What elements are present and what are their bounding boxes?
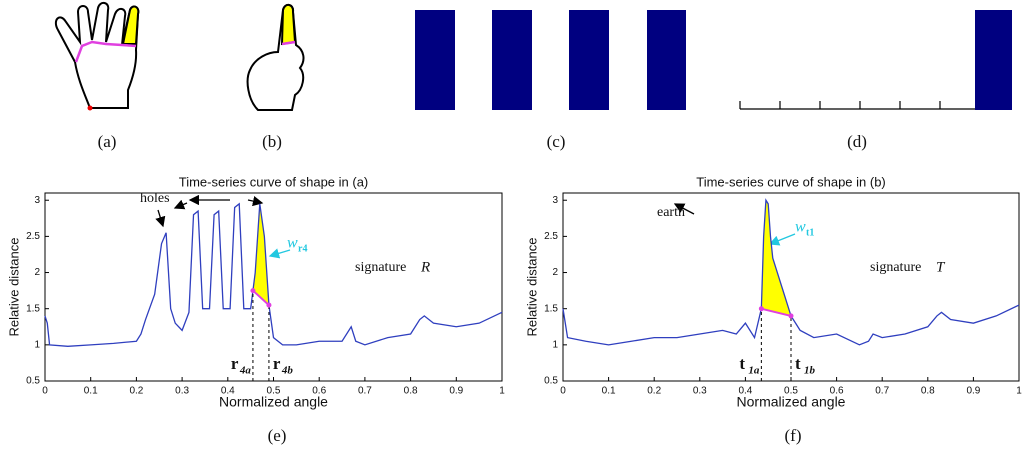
width-label: w <box>287 235 298 252</box>
x-tick-label: 0 <box>42 386 48 397</box>
marker-label-sub: 4a <box>239 365 252 377</box>
y-tick-label: 3 <box>552 195 558 206</box>
width-label-sub: r4 <box>298 243 307 254</box>
y-tick-label: 1.5 <box>544 303 558 314</box>
x-tick-label: 1 <box>1016 386 1022 397</box>
marker-point <box>250 288 256 294</box>
panel-label: (f) <box>785 426 802 445</box>
y-tick-label: 2 <box>34 267 40 278</box>
panel-label: (a) <box>98 132 117 151</box>
annotation-var: T <box>936 259 946 275</box>
y-tick-label: 1 <box>552 339 558 350</box>
x-tick-label: 0.6 <box>830 386 844 397</box>
y-axis-label: Relative distance <box>524 238 539 337</box>
y-tick-label: 0.5 <box>26 376 40 387</box>
annotation-var: R <box>420 259 430 275</box>
x-tick-label: 0.5 <box>267 386 281 397</box>
panel-label: (e) <box>268 426 287 445</box>
highlight-area <box>252 203 269 306</box>
x-tick-label: 0.1 <box>602 386 616 397</box>
marker-label-sub: 4b <box>281 365 294 377</box>
marker-label: r <box>273 354 281 373</box>
y-tick-label: 2.5 <box>26 231 40 242</box>
chart-title: Time-series curve of shape in (a) <box>179 174 369 189</box>
marker-point <box>788 313 794 319</box>
marker-point <box>266 302 272 308</box>
y-axis-label: Relative distance <box>6 238 21 337</box>
panel-label: (c) <box>547 132 566 151</box>
x-tick-label: 0.9 <box>449 386 463 397</box>
plot-frame <box>44 192 503 382</box>
panel-label: (b) <box>262 132 282 151</box>
x-tick-label: 0.3 <box>693 386 707 397</box>
x-tick-label: 0.7 <box>358 386 372 397</box>
x-tick-label: 0.4 <box>738 386 752 397</box>
annotation: earth <box>657 205 685 220</box>
y-tick-label: 2.5 <box>544 231 558 242</box>
x-axis-label: Normalized angle <box>219 394 328 410</box>
x-tick-label: 0.3 <box>175 386 189 397</box>
panel-label: (d) <box>847 132 867 151</box>
hand-b <box>246 4 305 111</box>
y-tick-label: 2 <box>552 267 558 278</box>
width-label: w <box>795 219 806 236</box>
x-tick-label: 0.4 <box>221 386 235 397</box>
x-tick-label: 0.8 <box>921 386 935 397</box>
marker-label: t <box>739 354 745 373</box>
marker-label-sub: 1b <box>804 365 816 377</box>
marker-label: t <box>795 354 801 373</box>
width-label-sub: t1 <box>806 227 814 238</box>
base-segment <box>252 289 270 306</box>
pattern-c <box>415 10 686 110</box>
x-tick-label: 0.2 <box>129 386 143 397</box>
x-tick-label: 0.5 <box>784 386 798 397</box>
series-line <box>562 198 1020 346</box>
x-tick-label: 0.7 <box>875 386 889 397</box>
x-tick-label: 0.6 <box>312 386 326 397</box>
plot-frame <box>562 192 1020 382</box>
x-tick-label: 0.1 <box>84 386 98 397</box>
chart-title: Time-series curve of shape in (b) <box>696 174 886 189</box>
y-tick-label: 0.5 <box>544 376 558 387</box>
x-tick-label: 0.8 <box>404 386 418 397</box>
base-segment <box>761 307 792 317</box>
annotation-arrows <box>155 194 796 259</box>
annotation: signature <box>870 260 921 275</box>
annotation: holes <box>140 191 170 206</box>
series-line <box>44 202 503 347</box>
hand-a <box>54 2 140 111</box>
x-tick-label: 1 <box>499 386 505 397</box>
marker-label: r <box>231 354 239 373</box>
y-tick-label: 1 <box>34 339 40 350</box>
y-tick-label: 3 <box>34 195 40 206</box>
marker-label-sub: 1a <box>748 365 760 377</box>
highlight-area <box>761 200 791 316</box>
marker-point <box>758 306 764 312</box>
x-tick-label: 0 <box>560 386 566 397</box>
x-axis-label: Normalized angle <box>737 394 846 410</box>
x-tick-label: 0.2 <box>647 386 661 397</box>
x-tick-label: 0.9 <box>966 386 980 397</box>
annotation: signature <box>355 260 406 275</box>
pattern-d <box>739 10 1012 110</box>
y-tick-label: 1.5 <box>26 303 40 314</box>
